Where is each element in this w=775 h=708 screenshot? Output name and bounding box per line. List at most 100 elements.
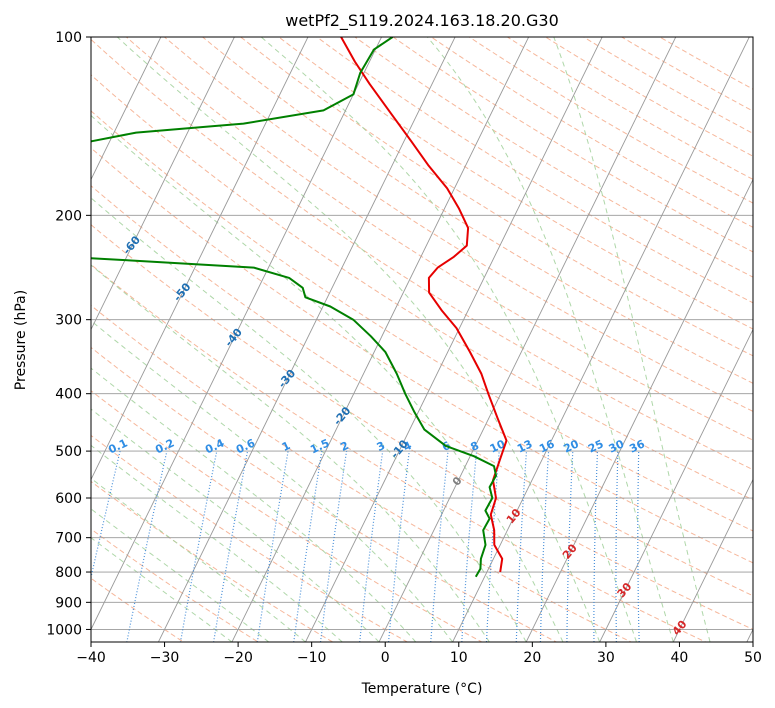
moist-adiabat bbox=[91, 114, 564, 642]
dry-adiabat bbox=[316, 37, 753, 304]
mixing-ratio-label: 25 bbox=[586, 437, 605, 455]
mixing-ratio-line bbox=[387, 451, 410, 642]
moist-adiabat bbox=[553, 37, 711, 642]
moist-adiabat bbox=[427, 37, 674, 642]
dry-adiabat bbox=[91, 304, 633, 642]
mixing-ratio-label: 8 bbox=[469, 439, 481, 454]
mixing-ratio-line bbox=[179, 450, 218, 642]
temperature-profile-line bbox=[340, 37, 508, 573]
y-tick-label: 600 bbox=[55, 491, 82, 507]
mixing-ratio-label: 16 bbox=[537, 437, 557, 455]
y-tick-label: 500 bbox=[55, 444, 82, 460]
mixing-ratio-line bbox=[566, 451, 574, 642]
y-tick-label: 700 bbox=[55, 531, 82, 547]
mixing-ratio-label: 1 bbox=[280, 439, 292, 454]
mixing-ratio-label: 0.4 bbox=[203, 436, 226, 456]
x-tick-label: −40 bbox=[76, 650, 106, 666]
mixing-ratio-line bbox=[515, 451, 528, 642]
y-tick-label: 300 bbox=[55, 313, 82, 329]
moist-adiabat bbox=[91, 264, 490, 642]
x-tick-label: −10 bbox=[297, 650, 327, 666]
background-lines bbox=[91, 37, 753, 642]
moist-adiabat bbox=[91, 367, 417, 642]
mixing-ratio-line bbox=[593, 451, 599, 642]
x-tick-label: 10 bbox=[450, 650, 468, 666]
isotherm-line bbox=[91, 37, 309, 481]
isotherm-line bbox=[157, 37, 456, 642]
dry-adiabat bbox=[125, 37, 753, 441]
isotherm-label: -50 bbox=[171, 280, 194, 304]
mixing-ratio-line bbox=[293, 451, 323, 642]
x-tick-label: 30 bbox=[597, 650, 615, 666]
isotherm-label: -30 bbox=[276, 367, 299, 391]
dry-adiabat bbox=[278, 37, 753, 330]
mixing-ratio-line bbox=[637, 451, 640, 642]
dry-adiabat bbox=[582, 37, 753, 134]
moist-adiabat bbox=[91, 320, 454, 642]
isotherm-label: -80 bbox=[20, 137, 43, 161]
mixing-ratio-label: 0.1 bbox=[106, 436, 129, 456]
y-tick-label: 100 bbox=[55, 30, 82, 46]
y-tick-label: 400 bbox=[55, 387, 82, 403]
isotherm-label: 20 bbox=[560, 541, 580, 561]
dry-adiabat bbox=[91, 38, 753, 471]
dry-adiabat bbox=[91, 434, 409, 642]
dry-adiabat bbox=[468, 37, 753, 204]
mixing-ratio-line bbox=[319, 451, 348, 642]
dewpoint-profile-line bbox=[91, 37, 497, 578]
mixing-ratio-line bbox=[256, 451, 289, 642]
x-tick-label: 40 bbox=[671, 650, 689, 666]
moist-adiabat bbox=[91, 197, 527, 642]
isotherm-line bbox=[91, 37, 235, 331]
mixing-ratio-line bbox=[359, 451, 384, 642]
y-tick-label: 800 bbox=[55, 565, 82, 581]
moist-adiabat bbox=[91, 477, 306, 642]
y-axis-label: Pressure (hPa) bbox=[13, 290, 29, 390]
moist-adiabat bbox=[91, 444, 343, 642]
isotherm-line bbox=[672, 478, 753, 642]
dry-adiabat bbox=[91, 110, 753, 532]
plot-frame bbox=[90, 36, 754, 643]
y-tick-label: 1000 bbox=[46, 622, 82, 638]
moist-adiabat bbox=[260, 37, 637, 642]
mixing-ratio-label: 36 bbox=[627, 437, 647, 455]
dry-adiabat bbox=[91, 74, 753, 501]
axes: −40 −30 −20 −10 0 10 20 30 40 5010020030040050060… bbox=[46, 30, 762, 666]
isotherm-line bbox=[378, 37, 677, 642]
isotherm-label: 30 bbox=[615, 580, 635, 600]
isotherm-label: -60 bbox=[120, 233, 143, 257]
mixing-ratio-label: 2 bbox=[338, 439, 350, 454]
x-tick-label: −30 bbox=[150, 650, 180, 666]
x-tick-label: −20 bbox=[223, 650, 253, 666]
dry-adiabat bbox=[91, 480, 334, 642]
mixing-ratio-label: 3 bbox=[375, 439, 387, 454]
dry-adiabat bbox=[91, 390, 483, 642]
isotherm-line bbox=[525, 178, 753, 642]
dry-adiabat bbox=[91, 224, 753, 631]
dry-adiabat bbox=[430, 37, 753, 228]
mixing-ratio-label: 30 bbox=[607, 437, 627, 455]
isotherm-label: 10 bbox=[504, 506, 524, 526]
dry-adiabat bbox=[201, 37, 753, 384]
isotherm-line bbox=[599, 328, 753, 642]
isotherm-label: -70 bbox=[71, 184, 94, 208]
moist-adiabat bbox=[116, 37, 601, 642]
dry-adiabat bbox=[658, 37, 753, 90]
dry-adiabat bbox=[506, 37, 753, 180]
y-tick-label: 200 bbox=[55, 208, 82, 224]
mixing-ratio-line bbox=[430, 451, 449, 642]
dry-adiabat bbox=[392, 37, 753, 253]
x-tick-label: 20 bbox=[523, 650, 541, 666]
profile-lines bbox=[91, 37, 508, 578]
x-tick-label: 0 bbox=[381, 650, 390, 666]
isotherm-line bbox=[452, 37, 750, 642]
mixing-ratio-line bbox=[461, 451, 478, 642]
isotherm-line bbox=[746, 628, 753, 642]
isotherm-line bbox=[231, 37, 530, 642]
dry-adiabat bbox=[91, 147, 753, 564]
mixing-ratio-line bbox=[212, 450, 249, 642]
mixing-ratio-line bbox=[485, 451, 500, 642]
y-tick-label: 900 bbox=[55, 595, 82, 611]
isotherm-line bbox=[91, 37, 162, 181]
